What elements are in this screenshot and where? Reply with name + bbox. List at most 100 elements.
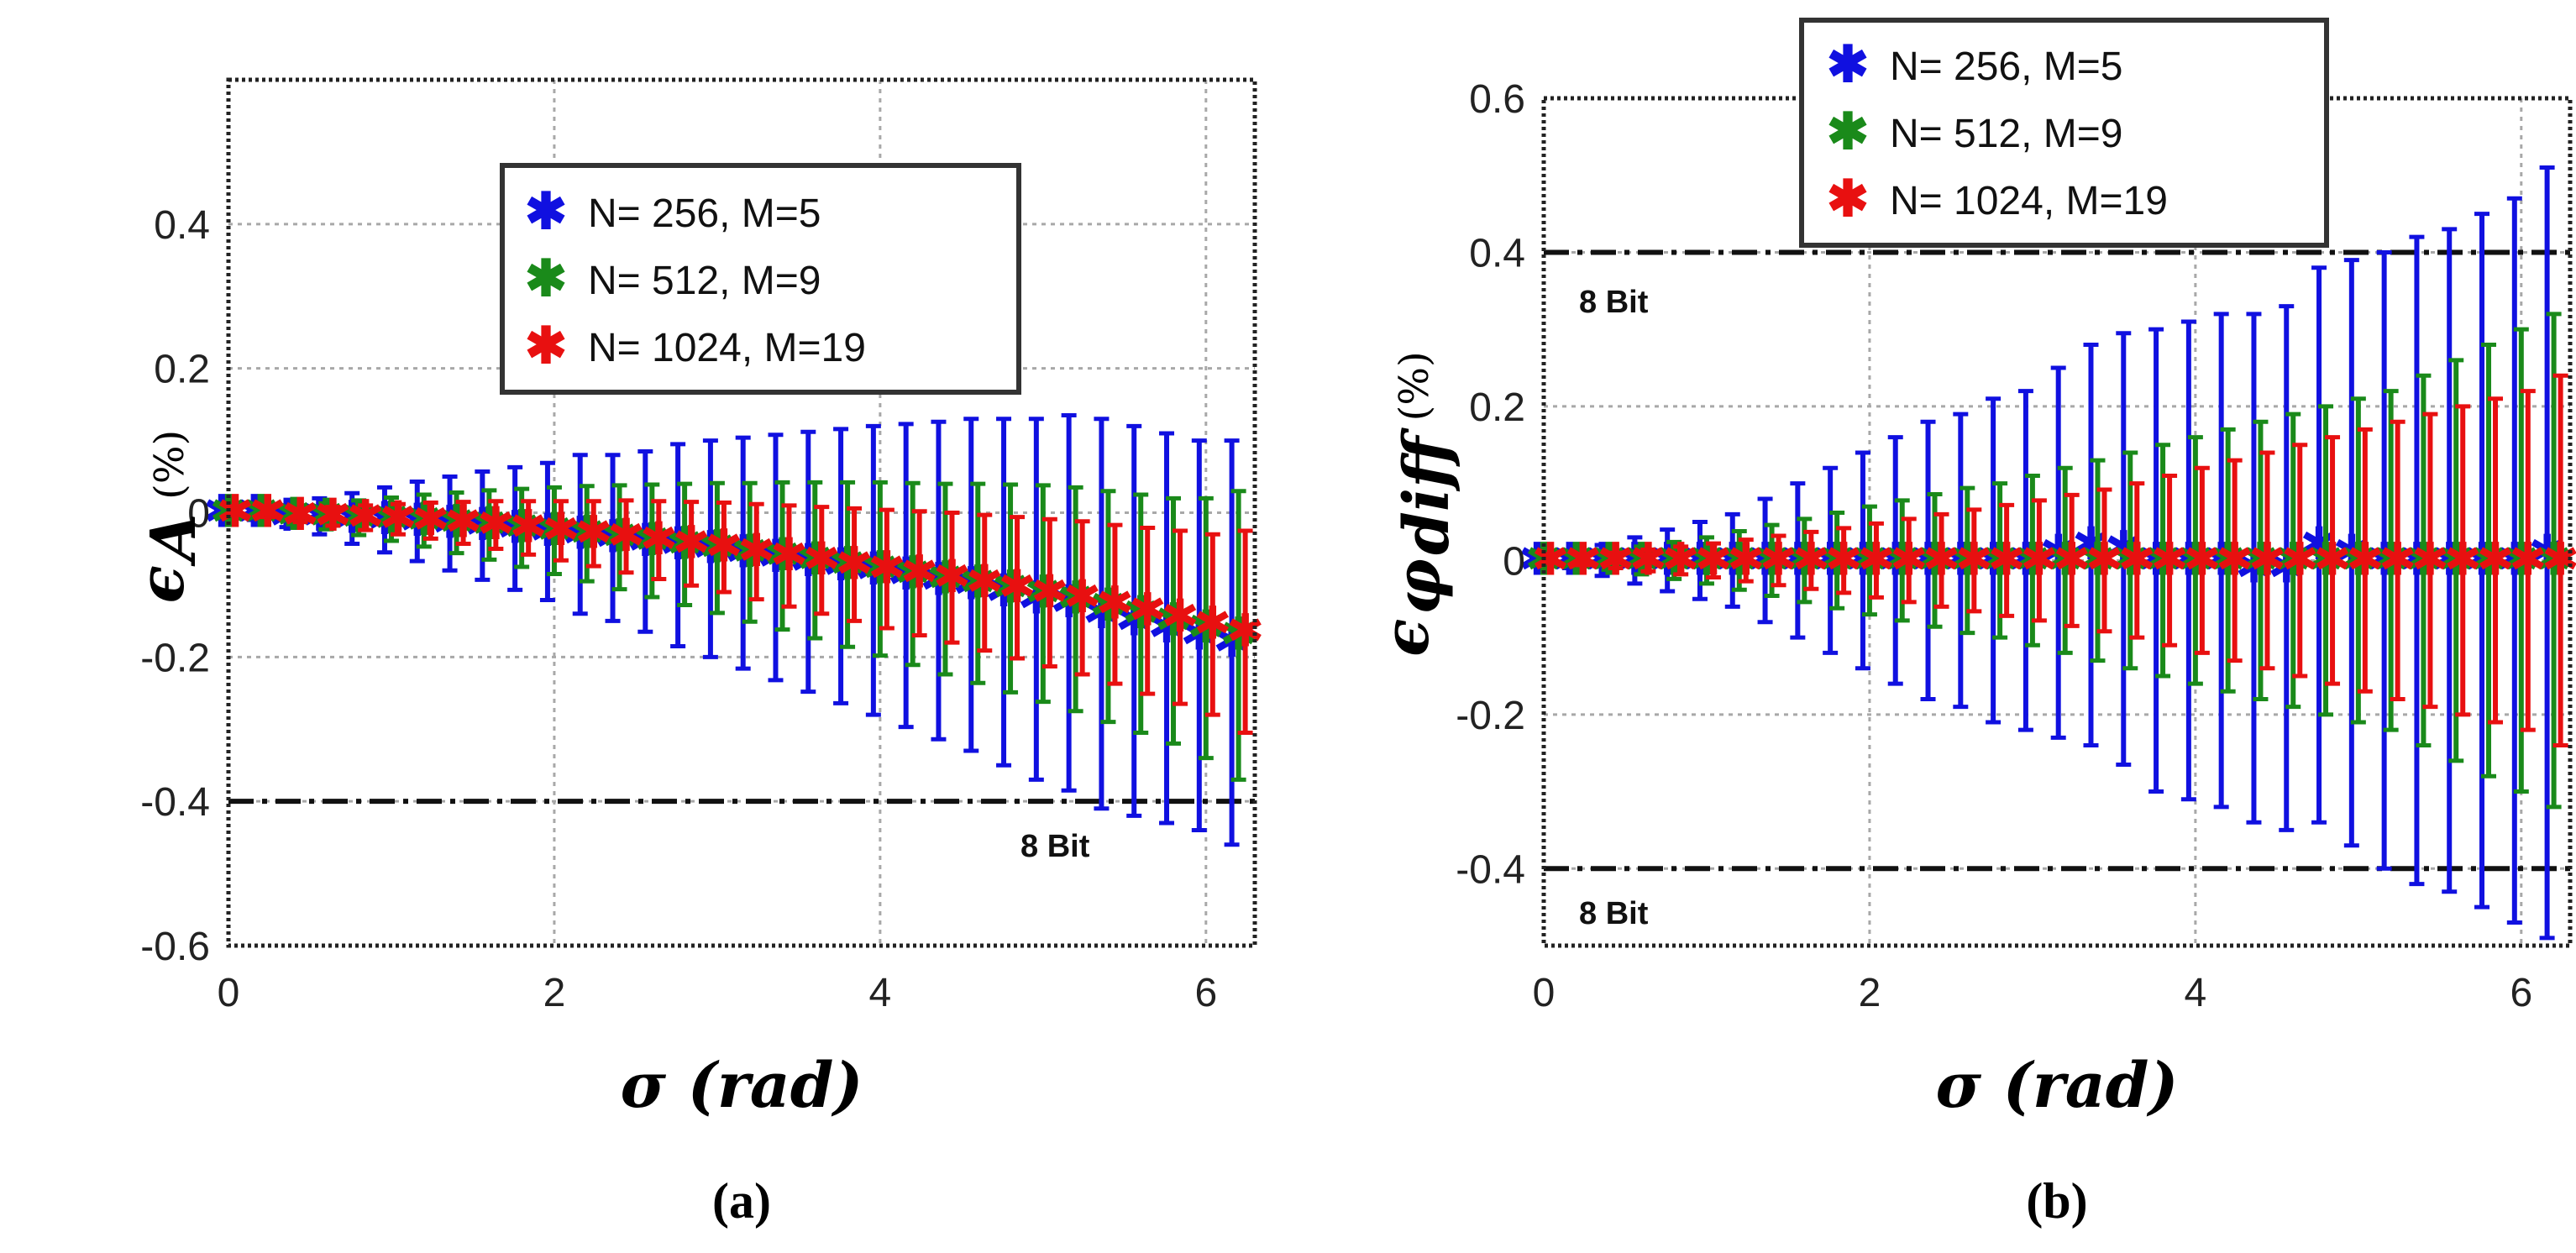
data-point: ✱ — [1557, 532, 1595, 585]
data-point: ✱ — [2306, 532, 2344, 585]
data-point: ✱ — [607, 509, 645, 562]
data-point: ✱ — [281, 488, 319, 541]
data-point: ✱ — [444, 495, 482, 548]
data-point: ✱ — [1089, 579, 1127, 632]
legend-marker-n512: ✱ — [525, 250, 567, 307]
data-point: ✱ — [1662, 532, 1700, 585]
data-point: ✱ — [568, 506, 606, 558]
y-axis-subscript: A — [138, 513, 210, 566]
data-point: ✱ — [1792, 532, 1830, 585]
data-point: ✱ — [1857, 532, 1895, 585]
data-point: ✱ — [665, 516, 703, 569]
data-point: ✱ — [2509, 532, 2547, 585]
data-point: ✱ — [796, 532, 834, 585]
data-point: ✱ — [900, 546, 938, 599]
data-point: ✱ — [672, 516, 710, 569]
y-axis-symbol: ϵ — [1371, 619, 1443, 657]
y-tick-label: 0.2 — [1469, 385, 1525, 430]
plot-frame — [226, 77, 1257, 948]
legend-label-n256: N= 256, M=5 — [1890, 45, 2123, 89]
svg-text:ϵ A (%): ϵ A (%) — [126, 430, 210, 603]
data-point: ✱ — [894, 547, 931, 600]
legend-label-n256: N= 256, M=5 — [588, 191, 821, 236]
data-point: ✱ — [275, 488, 312, 541]
data-point: ✱ — [1694, 532, 1732, 585]
data-point: ✱ — [1623, 532, 1660, 585]
data-point: ✱ — [379, 491, 417, 544]
y-axis-subscript: φ — [1382, 558, 1455, 615]
data-point: ✱ — [828, 537, 866, 590]
data-point: ✱ — [2112, 532, 2149, 585]
data-point: ✱ — [2118, 532, 2156, 585]
data-point: ✱ — [1825, 532, 1863, 585]
data-point: ✱ — [926, 552, 964, 605]
data-point: ✱ — [1564, 532, 1602, 585]
data-point: ✱ — [2183, 532, 2221, 585]
data-point: ✱ — [868, 542, 905, 595]
data-point: ✱ — [737, 524, 775, 577]
data-point: ✱ — [535, 503, 573, 556]
legend: ✱ N= 256, M=5 ✱ N= 512, M=9 ✱ N= 1024, M… — [1799, 18, 2329, 248]
data-point: ✱ — [2046, 532, 2084, 585]
legend-marker-n256: ✱ — [1827, 36, 1869, 92]
x-tick-label: 4 — [2185, 971, 2207, 1015]
data-point: ✱ — [861, 542, 899, 595]
y-tick-label: 0.2 — [154, 348, 210, 392]
data-point: ✱ — [2150, 532, 2188, 585]
data-point: ✱ — [1194, 597, 1231, 650]
data-point: ✱ — [1818, 532, 1856, 585]
series-1: ✱✱✱✱✱✱✱✱✱✱✱✱✱✱✱✱✱✱✱✱✱✱✱✱✱✱✱✱✱✱✱✱ — [1524, 312, 2573, 810]
data-point: ✱ — [1154, 593, 1192, 646]
data-point: ✱ — [763, 528, 801, 581]
legend-marker-n512: ✱ — [1827, 103, 1869, 160]
series-2: ✱✱✱✱✱✱✱✱✱✱✱✱✱✱✱✱✱✱✱✱✱✱✱✱✱✱✱✱✱✱✱✱ — [216, 485, 1264, 736]
data-point: ✱ — [470, 497, 508, 550]
y-tick-label: 0 — [1503, 539, 1525, 584]
data-point: ✱ — [1753, 532, 1791, 585]
tick-labels: 0 2 4 6 -0.4 -0.2 0 0.2 0.4 0.6 — [1456, 77, 2532, 1015]
legend-label-n512: N= 512, M=9 — [588, 259, 821, 303]
data-point: ✱ — [1923, 532, 1960, 585]
legend: ✱ N= 256, M=5 ✱ N= 512, M=9 ✱ N= 1024, M… — [500, 163, 1021, 395]
legend-label-n512: N= 512, M=9 — [1890, 112, 2123, 156]
data-point: ✱ — [1955, 532, 1993, 585]
data-point: ✱ — [2143, 532, 2181, 585]
x-tick-label: 6 — [2510, 971, 2532, 1015]
y-axis-subsubscript: diff — [1391, 427, 1463, 555]
x-tick-label: 0 — [1533, 971, 1556, 1015]
data-point: ✱ — [959, 556, 997, 609]
data-point: ✱ — [2176, 532, 2214, 585]
y-axis-title: ϵ A (%) — [126, 430, 210, 603]
data-point: ✱ — [2476, 532, 2514, 585]
data-point: ✱ — [1531, 532, 1569, 585]
data-point: ✱ — [835, 537, 873, 590]
legend-box — [500, 163, 1021, 395]
data-point: ✱ — [2372, 532, 2410, 585]
data-point: ✱ — [731, 525, 769, 578]
data-point: ✱ — [542, 503, 580, 556]
data-point: ✱ — [1629, 532, 1667, 585]
data-point: ✱ — [998, 560, 1036, 613]
y-tick-label: -0.6 — [140, 925, 210, 969]
x-tick-label: 2 — [1859, 971, 1881, 1015]
data-point: ✱ — [770, 528, 808, 581]
data-point: ✱ — [2535, 532, 2573, 585]
y-axis-title: ϵ φ diff (%) — [1371, 351, 1463, 657]
y-axis-unit: (%) — [1391, 351, 1438, 421]
data-point: ✱ — [1220, 608, 1257, 661]
y-tick-label: 0.6 — [1469, 77, 1525, 122]
data-point: ✱ — [966, 555, 1004, 608]
data-point: ✱ — [412, 493, 449, 546]
data-point: ✱ — [601, 510, 638, 563]
data-point: ✱ — [803, 532, 841, 585]
data-point: ✱ — [1161, 590, 1199, 642]
data-point: ✱ — [574, 506, 612, 558]
reference-line-label-top: 8 Bit — [1579, 285, 1649, 320]
data-point: ✱ — [1096, 577, 1134, 630]
data-point: ✱ — [1031, 565, 1068, 618]
data-point: ✱ — [2405, 532, 2442, 585]
data-point: ✱ — [1187, 600, 1225, 653]
data-point: ✱ — [307, 489, 345, 542]
data-point: ✱ — [1590, 532, 1628, 585]
legend-box — [1799, 18, 2329, 248]
